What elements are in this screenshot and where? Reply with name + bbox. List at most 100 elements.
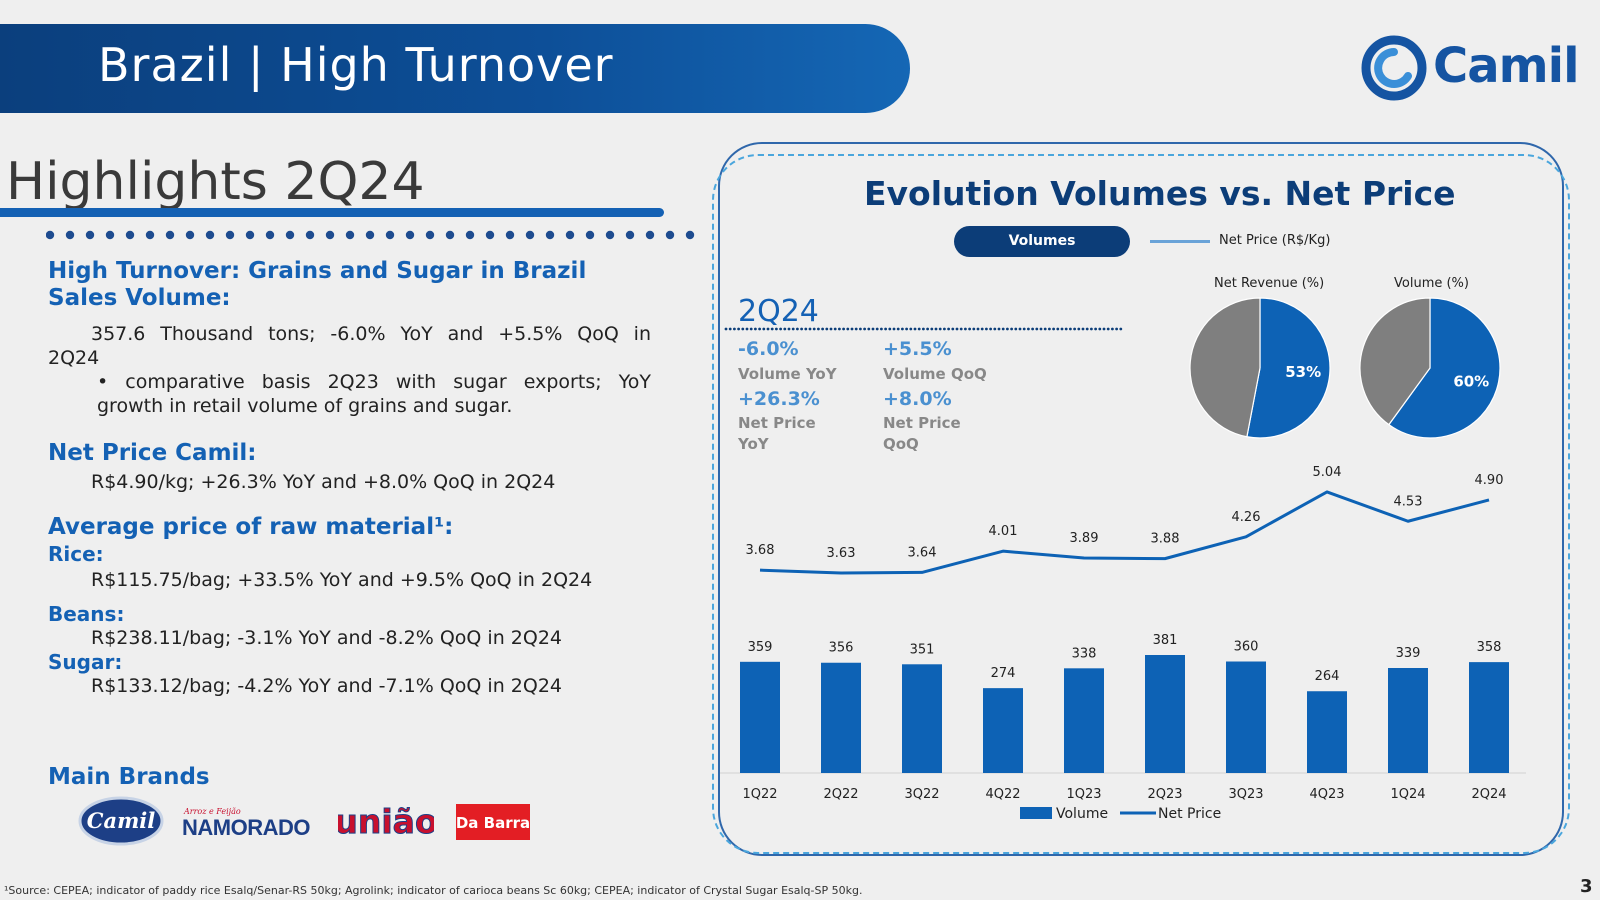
sales-volume-title: Sales Volume:	[48, 285, 231, 311]
divider-dot	[605, 230, 615, 240]
net-price-data-label: 4.01	[989, 524, 1018, 539]
divider-dot	[749, 327, 753, 331]
volume-bar	[1064, 668, 1104, 773]
kpi-volume-qoq-value: +5.5%	[883, 338, 952, 360]
divider-dot	[817, 327, 820, 331]
x-tick-label: 4Q22	[985, 787, 1020, 802]
divider-dot	[665, 230, 675, 240]
divider-dot	[863, 327, 866, 331]
divider-dot	[980, 327, 984, 331]
divider-dot	[445, 230, 455, 240]
brand-namorado-logo: Arroz e Feijão NAMORADO	[182, 807, 311, 840]
divider-dot	[525, 230, 535, 240]
footnote: ¹Source: CEPEA; indicator of paddy rice …	[4, 884, 863, 897]
x-tick-label: 1Q22	[742, 787, 777, 802]
divider-dot	[1073, 327, 1076, 331]
divider-dot	[465, 230, 475, 240]
divider-dot	[205, 230, 215, 240]
divider-dot	[745, 327, 749, 331]
divider-dot	[791, 327, 795, 331]
divider-dot	[565, 230, 575, 240]
pie-charts: 53% 60%	[1189, 297, 1501, 439]
divider-dot	[1027, 327, 1030, 331]
volume-data-label: 274	[991, 666, 1016, 681]
kpi-net-price-qoq-label: Net Price	[883, 414, 961, 432]
divider-dot	[505, 230, 515, 240]
volume-data-label: 359	[748, 640, 773, 655]
x-tick-label: 3Q23	[1228, 787, 1263, 802]
divider-dot	[285, 230, 295, 240]
divider-dot	[1035, 327, 1039, 331]
pie-slice-volume-1	[1359, 297, 1431, 426]
divider-dot	[1018, 327, 1022, 331]
pie-slice-label: 53%	[1285, 363, 1321, 381]
x-tick-label: 2Q24	[1471, 787, 1506, 802]
x-tick-label: 1Q23	[1066, 787, 1101, 802]
net-price-legend-line	[1150, 240, 1210, 243]
brand-camil-text: Camil	[87, 808, 156, 833]
net-price-toggle-label[interactable]: Net Price (R$/Kg)	[1219, 233, 1331, 248]
divider-dot	[867, 327, 871, 331]
divider-dot	[875, 327, 879, 331]
volume-bar	[1388, 668, 1428, 773]
volume-bar	[1145, 655, 1185, 773]
divider-dot	[997, 327, 1001, 331]
divider-dot	[225, 230, 235, 240]
brand-camil-logo: Camil	[78, 796, 164, 846]
x-tick-label: 1Q24	[1390, 787, 1425, 802]
kpi-net-price-qoq-label-2: QoQ	[883, 435, 919, 453]
divider-dot	[1010, 327, 1013, 331]
volume-data-label: 351	[910, 642, 935, 657]
divider-dot	[85, 230, 95, 240]
sales-volume-bullet-line2: growth in retail volume of grains and su…	[97, 395, 513, 417]
divider-dot	[917, 327, 921, 331]
divider-dot	[265, 230, 275, 240]
divider-dot	[485, 230, 495, 240]
divider-dot	[821, 327, 824, 331]
volume-bar	[1307, 691, 1347, 773]
divider-dot	[733, 327, 736, 331]
divider-dot	[968, 327, 971, 331]
divider-dot	[1056, 327, 1060, 331]
divider-dot	[365, 230, 375, 240]
volumes-toggle-button[interactable]: Volumes	[954, 226, 1130, 257]
divider-dot	[934, 327, 938, 331]
volume-data-label: 264	[1315, 669, 1340, 684]
divider-dot	[854, 327, 858, 331]
beans-text: R$238.11/bag; -3.1% YoY and -8.2% QoQ in…	[91, 627, 563, 649]
sales-volume-line1: 357.6 Thousand tons; -6.0% YoY and +5.5%…	[91, 323, 651, 345]
divider-dot	[425, 230, 435, 240]
divider-dot	[825, 327, 829, 331]
volume-bar	[821, 662, 861, 773]
volume-bar	[1469, 662, 1509, 773]
pie-net-revenue-title: Net Revenue (%)	[1214, 276, 1325, 291]
camil-logo-icon	[1361, 35, 1427, 101]
net-price-data-label: 4.53	[1394, 494, 1423, 509]
divider-dot	[1052, 327, 1055, 331]
highlights-title: Highlights 2Q24	[6, 152, 425, 212]
divider-dot	[901, 327, 904, 331]
divider-dot	[1064, 327, 1068, 331]
volume-data-label: 339	[1396, 646, 1421, 661]
divider-dot	[345, 230, 355, 240]
brand-uniao-text: união	[338, 802, 434, 841]
divider-dot	[1102, 327, 1106, 331]
legend-volume-swatch	[1020, 807, 1052, 819]
beans-title: Beans:	[48, 602, 125, 626]
divider-dot	[741, 327, 745, 331]
kpi-net-price-yoy-label: Net Price	[738, 414, 816, 432]
divider-dot	[800, 327, 803, 331]
divider-dot	[1106, 327, 1110, 331]
volume-price-combo-chart: 359 1Q22 3.68 356 2Q22 3.63 351 3Q22 3.64 274 4Q22…	[720, 465, 1526, 822]
x-tick-label: 2Q22	[823, 787, 858, 802]
divider-dot	[65, 230, 75, 240]
grains-title: High Turnover: Grains and Sugar in Brazi…	[48, 258, 587, 284]
volume-data-label: 360	[1234, 640, 1259, 655]
divider-dot	[1031, 327, 1034, 331]
divider-dot	[1090, 327, 1093, 331]
divider-dot	[1094, 327, 1097, 331]
divider-dot	[1069, 327, 1072, 331]
net-price-line	[759, 490, 1490, 575]
kpi-net-price-yoy-label-2: YoY	[738, 435, 769, 453]
pie-slice-net-revenue-0	[1246, 297, 1331, 439]
